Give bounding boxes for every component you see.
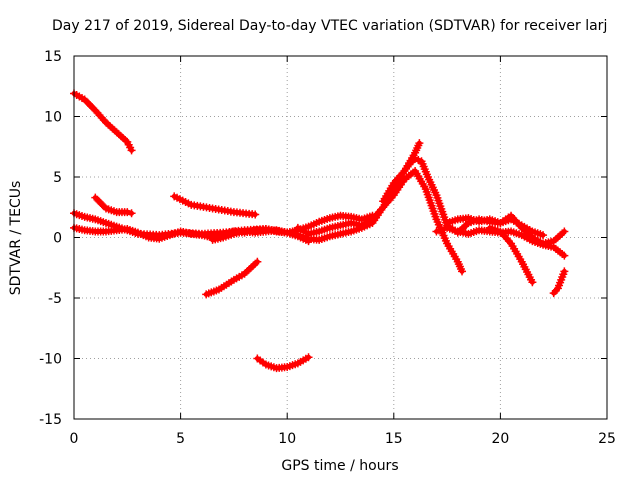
data-series-track-14 — [549, 267, 569, 298]
data-series-track-1 — [70, 89, 136, 155]
data-point-markers — [549, 267, 569, 298]
data-series-track-13 — [485, 223, 537, 287]
x-tick-label: 25 — [598, 431, 616, 447]
data-series-track-6 — [202, 257, 262, 299]
x-axis-label: GPS time / hours — [281, 458, 398, 474]
y-tick-label: 5 — [53, 170, 62, 186]
data-point-markers — [170, 192, 260, 219]
x-tick-label: 20 — [491, 431, 509, 447]
y-tick-label: -10 — [39, 352, 62, 368]
data-series-group — [70, 89, 569, 373]
chart-title: Day 217 of 2019, Sidereal Day-to-day VTE… — [52, 18, 607, 34]
data-point-markers — [91, 193, 136, 218]
data-series-track-12 — [443, 211, 569, 248]
grid — [74, 56, 607, 419]
data-point-markers — [202, 257, 262, 299]
data-point-markers — [443, 211, 569, 248]
data-series-track-7 — [253, 353, 313, 373]
y-tick-label: -5 — [48, 291, 62, 307]
x-tick-label: 5 — [176, 431, 185, 447]
y-tick-label: -15 — [39, 412, 62, 428]
data-point-markers — [293, 166, 467, 276]
data-series-track-4 — [91, 193, 136, 218]
y-axis-label: SDTVAR / TECUs — [8, 181, 24, 296]
y-tick-label: 15 — [44, 49, 62, 65]
x-tick-label: 10 — [278, 431, 296, 447]
data-point-markers — [70, 89, 136, 155]
data-point-markers — [253, 353, 313, 373]
data-series-track-5 — [170, 192, 260, 219]
y-tick-label: 10 — [44, 110, 62, 126]
axis-ticks: 0 5 10 15 20 25 -15 -10 -5 0 5 10 15 — [39, 49, 616, 447]
data-point-markers — [485, 223, 537, 287]
data-series-track-9 — [293, 166, 467, 276]
y-tick-label: 0 — [53, 231, 62, 247]
x-tick-label: 0 — [70, 431, 79, 447]
x-tick-label: 15 — [385, 431, 403, 447]
